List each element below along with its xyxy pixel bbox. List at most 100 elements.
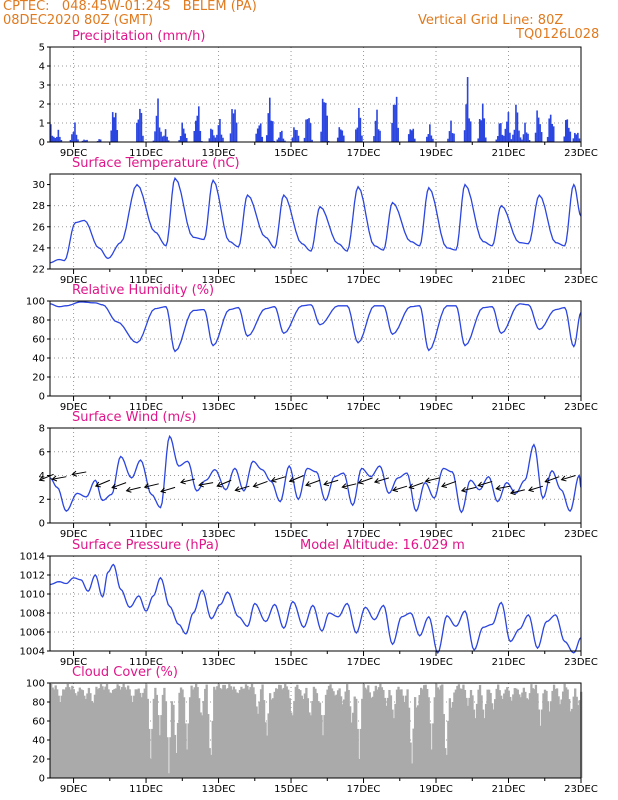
precip-bar (506, 121, 508, 142)
precip-bar (137, 119, 140, 142)
cloud-bar (433, 697, 436, 778)
precip-bar (210, 128, 212, 142)
cloud-bar (552, 684, 556, 778)
precip-bar (342, 135, 345, 142)
rh-xtick-label: 17DEC (347, 402, 381, 413)
cloud-ytick-label: 20 (32, 755, 45, 766)
cloud-bar (133, 695, 136, 778)
cloud-bar (436, 687, 439, 778)
precip-bar (259, 123, 262, 142)
precip-bar (258, 125, 261, 142)
pressure-ytick-label: 1014 (20, 552, 45, 563)
cloud-bar (480, 695, 483, 778)
precip-bar (450, 120, 452, 142)
cloud-bar (84, 698, 88, 778)
precip-bar (182, 128, 185, 142)
cloud-bar (296, 684, 299, 778)
cloud-bar (119, 689, 122, 778)
cloud-bar (380, 687, 384, 778)
wind-vector (441, 480, 457, 488)
precip-bar (270, 120, 273, 142)
wind-xtick-label: 23DEC (564, 529, 598, 540)
cloud-bar (72, 689, 75, 778)
cloud-bar (74, 693, 77, 778)
cloud-bar (178, 692, 181, 778)
cloud-bar (367, 685, 370, 778)
cloud-bar (188, 697, 192, 778)
precip-bar (166, 136, 168, 142)
cloud-bar (392, 718, 396, 778)
cloud-bar (117, 685, 121, 778)
precip-bar (513, 129, 516, 142)
cloud-bar (352, 712, 355, 778)
precip-bar (522, 134, 525, 142)
cloud-bar (568, 699, 571, 778)
cloud-bar (204, 688, 207, 778)
cloud-bar (494, 699, 497, 778)
cloud-bar (515, 688, 518, 778)
pressure-xtick-label: 23DEC (564, 657, 598, 668)
precip-xtick-label: 9DEC (60, 148, 87, 159)
cloud-bar (213, 686, 216, 778)
cloud-bar (130, 695, 133, 778)
precip-bar (142, 135, 144, 142)
cloud-bar (401, 695, 405, 778)
wind-vector (180, 478, 196, 485)
cloud-bar (454, 689, 458, 778)
precip-xtick-label: 23DEC (564, 148, 598, 159)
wind-vector (495, 485, 511, 491)
cloud-bar (410, 763, 414, 778)
cloud-ytick-label: 80 (32, 698, 45, 709)
cloud-bar (489, 692, 492, 778)
precip-bar (178, 140, 180, 142)
pressure-xtick-label: 21DEC (492, 657, 526, 668)
precip-ytick-label: 0 (39, 138, 45, 149)
wind-vector (38, 473, 54, 482)
precip-bar (196, 115, 199, 142)
precip-bar (284, 140, 286, 142)
cloud-bar (105, 684, 109, 778)
precip-xtick-label: 17DEC (347, 148, 381, 159)
temp-ytick-label: 22 (32, 265, 45, 276)
rh-ytick-label: 60 (32, 335, 45, 346)
cloud-bar (362, 683, 365, 778)
rh-xtick-label: 11DEC (129, 402, 163, 413)
cloud-bar (187, 723, 190, 778)
cloud-bar (571, 708, 574, 778)
cloud-bar (321, 735, 325, 778)
cloud-bar (516, 689, 519, 778)
cloud-bar (53, 689, 56, 778)
cloud-bar (572, 696, 575, 778)
cloud-bar (157, 715, 160, 778)
cloud-bar (353, 696, 356, 778)
cloud-bar (438, 689, 441, 778)
precip-bar (358, 107, 360, 142)
cloud-bar (148, 728, 151, 778)
precip-bar (339, 129, 342, 142)
cloud-bar (250, 683, 254, 778)
wind-xtick-label: 17DEC (347, 529, 381, 540)
cloud-bar (303, 693, 307, 778)
cloud-bar (421, 689, 424, 778)
temp-xtick-label: 19DEC (419, 275, 453, 286)
precip-bar (527, 133, 529, 142)
cloud-bar (413, 697, 417, 778)
cloud-bar (560, 699, 563, 778)
cloud-bar (244, 684, 248, 778)
precip-bar (265, 135, 268, 142)
cloud-bar (463, 689, 467, 778)
header-date: 08DEC2020 80Z (GMT) (3, 13, 154, 28)
cloud-bar (146, 698, 149, 778)
wind-vector (305, 479, 321, 487)
wind-vector (408, 482, 424, 490)
cloud-bar (465, 697, 468, 778)
cloud-bar (278, 684, 281, 778)
cloud-bar (261, 684, 264, 778)
cloud-bar (294, 686, 297, 778)
precip-bar (255, 133, 257, 142)
cloud-bar (89, 693, 92, 778)
wind-vector (560, 475, 576, 482)
cloud-bar (179, 687, 183, 778)
cloud-bar (430, 749, 433, 778)
precip-bar (575, 134, 578, 142)
